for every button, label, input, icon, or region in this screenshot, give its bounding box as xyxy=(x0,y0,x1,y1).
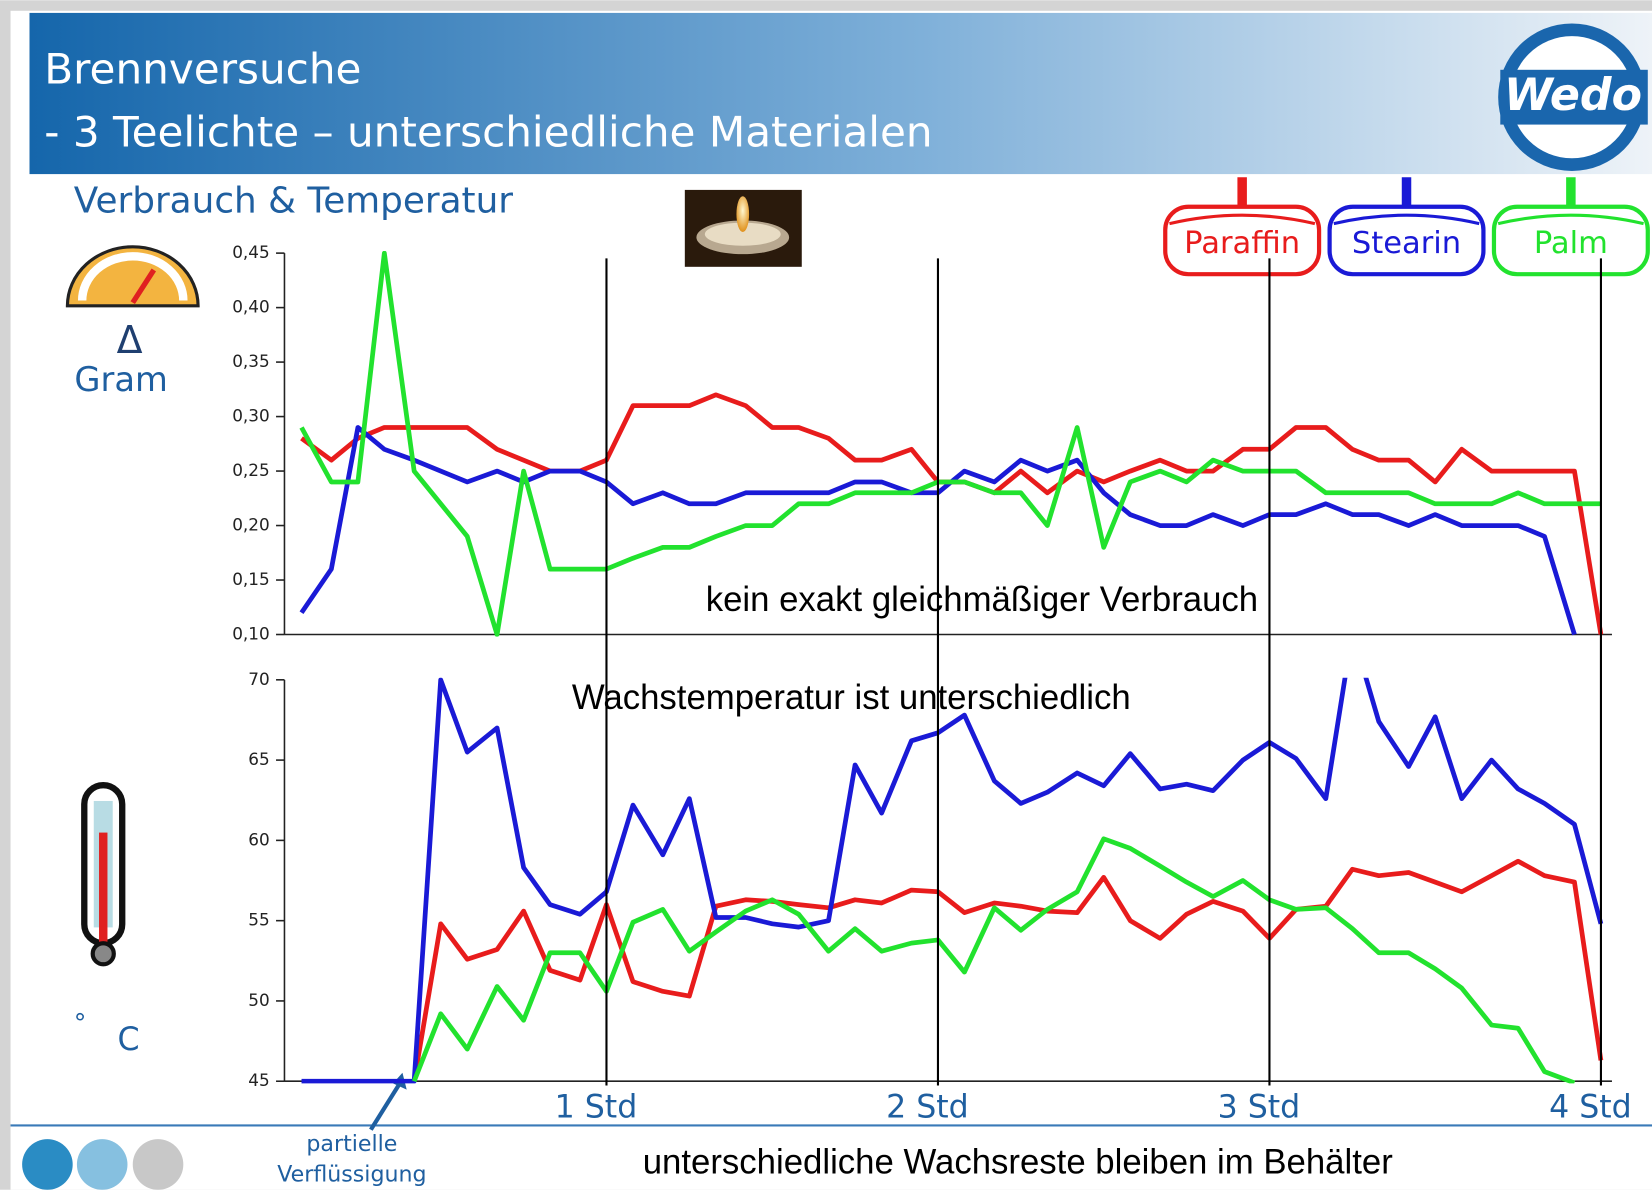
legend-label: Palm xyxy=(1534,226,1608,261)
y-label-symbol: ° xyxy=(74,1008,87,1037)
arrow-note: partielle xyxy=(306,1131,397,1157)
annotation: kein exakt gleichmäßiger Verbrauch xyxy=(706,581,1258,619)
y-tick-label: 0,15 xyxy=(232,569,270,589)
annotation: Wachstemperatur ist unterschiedlich xyxy=(572,679,1131,717)
section-title: Verbrauch & Temperatur xyxy=(74,181,514,222)
circle-icon xyxy=(77,1139,128,1190)
y-tick-label: 0,10 xyxy=(232,624,270,644)
logo-text: Wedo xyxy=(1504,70,1642,121)
y-tick-label: 0,35 xyxy=(232,351,270,371)
legend-label: Paraffin xyxy=(1184,226,1300,261)
y-tick-label: 70 xyxy=(248,669,269,689)
arrow-note: Verflüssigung xyxy=(277,1161,426,1187)
circle-icon xyxy=(133,1139,184,1190)
y-tick-label: 0,40 xyxy=(232,297,270,317)
y-tick-label: 45 xyxy=(248,1070,269,1090)
y-label-symbol: Δ xyxy=(117,318,143,362)
photo-flame xyxy=(736,196,749,232)
legend-label: Stearin xyxy=(1352,226,1461,261)
y-tick-label: 65 xyxy=(248,749,269,769)
y-tick-label: 0,45 xyxy=(232,242,270,262)
header-title: Brennversuche xyxy=(44,44,361,93)
header-subtitle: - 3 Teelichte – unterschiedliche Materia… xyxy=(44,108,932,157)
thermo-mercury xyxy=(99,833,107,949)
y-tick-label: 55 xyxy=(248,910,269,930)
candle-photo xyxy=(685,190,802,267)
x-label: unterschiedliche Wachsreste bleiben im B… xyxy=(643,1144,1393,1182)
footer-circles xyxy=(22,1139,183,1190)
x-tick-label: 4 Std xyxy=(1549,1090,1632,1126)
y-tick-label: 60 xyxy=(248,829,269,849)
x-tick-label: 2 Std xyxy=(886,1090,969,1126)
x-tick-label: 1 Std xyxy=(555,1090,638,1126)
circle-icon xyxy=(22,1139,73,1190)
y-label: C xyxy=(118,1022,140,1058)
y-tick-label: 50 xyxy=(248,990,269,1010)
y-label: Gram xyxy=(74,360,167,399)
slide: Brennversuche - 3 Teelichte – unterschie… xyxy=(0,0,1652,1190)
y-tick-label: 0,30 xyxy=(232,406,270,426)
thermo-bulb xyxy=(93,943,114,964)
thermometer-icon xyxy=(84,785,122,964)
y-tick-label: 0,20 xyxy=(232,515,270,535)
y-tick-label: 0,25 xyxy=(232,460,270,480)
x-tick-label: 3 Std xyxy=(1218,1090,1301,1126)
page: {"header": {"title": "Brennversuche", "s… xyxy=(0,0,1652,1190)
